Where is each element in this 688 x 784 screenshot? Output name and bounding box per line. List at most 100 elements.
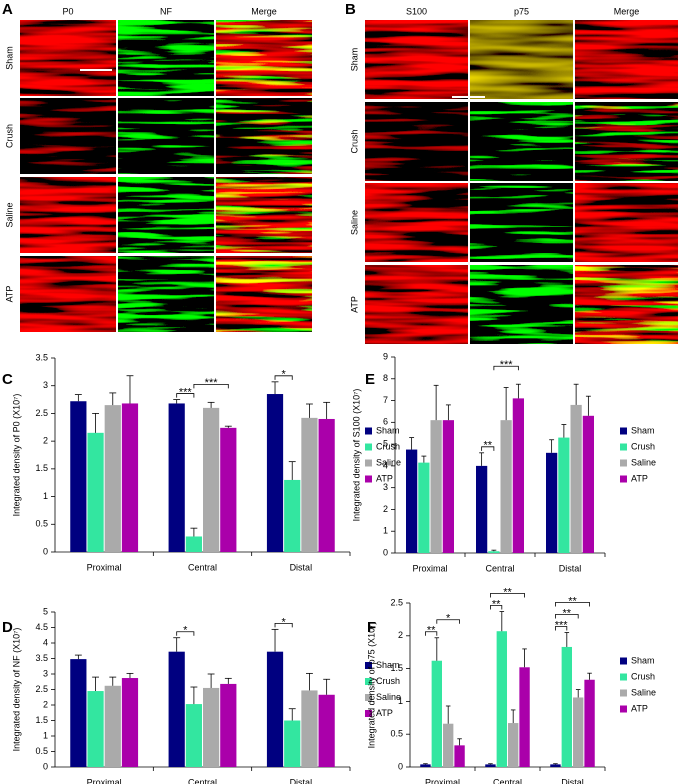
bar <box>485 764 496 767</box>
legend-swatch <box>620 475 627 483</box>
x-tick-label: Proximal <box>412 563 447 573</box>
error-bar <box>271 381 279 395</box>
x-tick-label: Proximal <box>425 777 460 784</box>
x-tick-label: Proximal <box>87 777 122 784</box>
legend-swatch <box>620 459 627 467</box>
y-tick-label: 0.5 <box>35 519 48 529</box>
legend-swatch <box>620 689 627 697</box>
y-tick-label: 2.5 <box>390 597 403 607</box>
bar <box>573 697 584 767</box>
bar <box>584 679 595 767</box>
legend-swatch <box>365 710 372 717</box>
y-tick-label: 2 <box>43 699 48 709</box>
legend-label: Saline <box>376 692 401 702</box>
bar <box>168 403 185 552</box>
bar <box>87 691 104 767</box>
significance-label: *** <box>205 377 219 389</box>
error-bar <box>479 452 485 466</box>
column-label: p75 <box>514 6 529 16</box>
significance-bracket <box>490 605 503 610</box>
y-tick-label: 2 <box>383 504 388 514</box>
micrograph-texture <box>20 177 116 253</box>
error-bar <box>457 738 462 746</box>
row-label: ATP <box>349 296 359 313</box>
row-label: Crush <box>4 124 14 148</box>
y-tick-label: 2 <box>43 436 48 446</box>
y-tick-label: 1.5 <box>390 663 403 673</box>
significance-bracket <box>493 365 519 371</box>
bar <box>301 690 318 767</box>
error-bar <box>126 375 134 404</box>
panel-letter: B <box>345 1 356 18</box>
significance-label: ** <box>503 586 512 598</box>
micrograph-texture <box>470 20 573 99</box>
panel-letter: D <box>2 619 13 636</box>
y-tick-label: 1 <box>398 696 403 706</box>
y-tick-label: 2.5 <box>35 684 48 694</box>
significance-label: * <box>281 369 286 381</box>
bar <box>87 432 104 552</box>
y-tick-label: 7 <box>383 395 388 405</box>
significance-label: ** <box>483 440 492 452</box>
error-bar <box>305 403 313 418</box>
micrograph-texture <box>365 265 468 344</box>
error-bar <box>564 632 570 647</box>
bar <box>318 694 335 767</box>
panel-letter: F <box>367 619 376 636</box>
legend-swatch <box>365 694 372 701</box>
significance-bracket <box>555 626 568 631</box>
error-bar <box>433 384 439 421</box>
legend-label: Sham <box>631 425 655 435</box>
bar <box>70 659 87 767</box>
y-tick-label: 2 <box>398 630 403 640</box>
column-label: Merge <box>614 6 640 16</box>
bar <box>266 394 284 552</box>
legend-swatch <box>365 443 372 451</box>
legend-swatch <box>365 475 372 483</box>
bar <box>121 678 139 767</box>
error-bar <box>207 673 215 688</box>
significance-label: ** <box>492 598 501 610</box>
error-bar <box>445 404 451 421</box>
bar <box>546 452 558 553</box>
micrograph-texture <box>20 256 116 332</box>
micrograph-texture <box>216 98 312 174</box>
x-tick-label: Distal <box>561 777 584 784</box>
y-tick-label: 0.5 <box>390 729 403 739</box>
y-tick-label: 5 <box>383 438 388 448</box>
bar <box>500 420 512 553</box>
panel-letter: A <box>2 1 13 18</box>
error-bar <box>575 689 581 698</box>
legend-swatch <box>620 443 627 451</box>
bar <box>558 437 570 553</box>
legend-swatch <box>620 673 627 681</box>
y-tick-label: 0 <box>43 546 48 556</box>
y-tick-label: 5 <box>43 606 48 616</box>
bar <box>185 704 202 767</box>
y-tick-label: 3.5 <box>35 653 48 663</box>
y-tick-label: 1 <box>43 491 48 501</box>
micrograph-texture <box>575 265 678 344</box>
row-label: ATP <box>4 286 14 303</box>
y-tick-label: 1.5 <box>35 463 48 473</box>
error-bar <box>74 654 82 660</box>
column-label: NF <box>160 6 172 16</box>
error-bar <box>585 395 591 416</box>
y-tick-label: 1 <box>383 526 388 536</box>
column-label: Merge <box>251 6 277 16</box>
x-tick-label: Central <box>188 777 217 784</box>
micrograph-texture <box>216 177 312 253</box>
significance-bracket <box>193 383 229 389</box>
significance-label: ** <box>427 625 436 637</box>
bar <box>454 745 465 767</box>
bar <box>203 407 220 552</box>
error-bar <box>190 527 198 537</box>
legend-label: Crush <box>631 441 655 451</box>
micrograph-texture <box>365 102 468 181</box>
x-tick-label: Distal <box>290 777 313 784</box>
legend-swatch <box>620 705 627 713</box>
y-tick-label: 3 <box>43 668 48 678</box>
y-tick-label: 4.5 <box>35 622 48 632</box>
